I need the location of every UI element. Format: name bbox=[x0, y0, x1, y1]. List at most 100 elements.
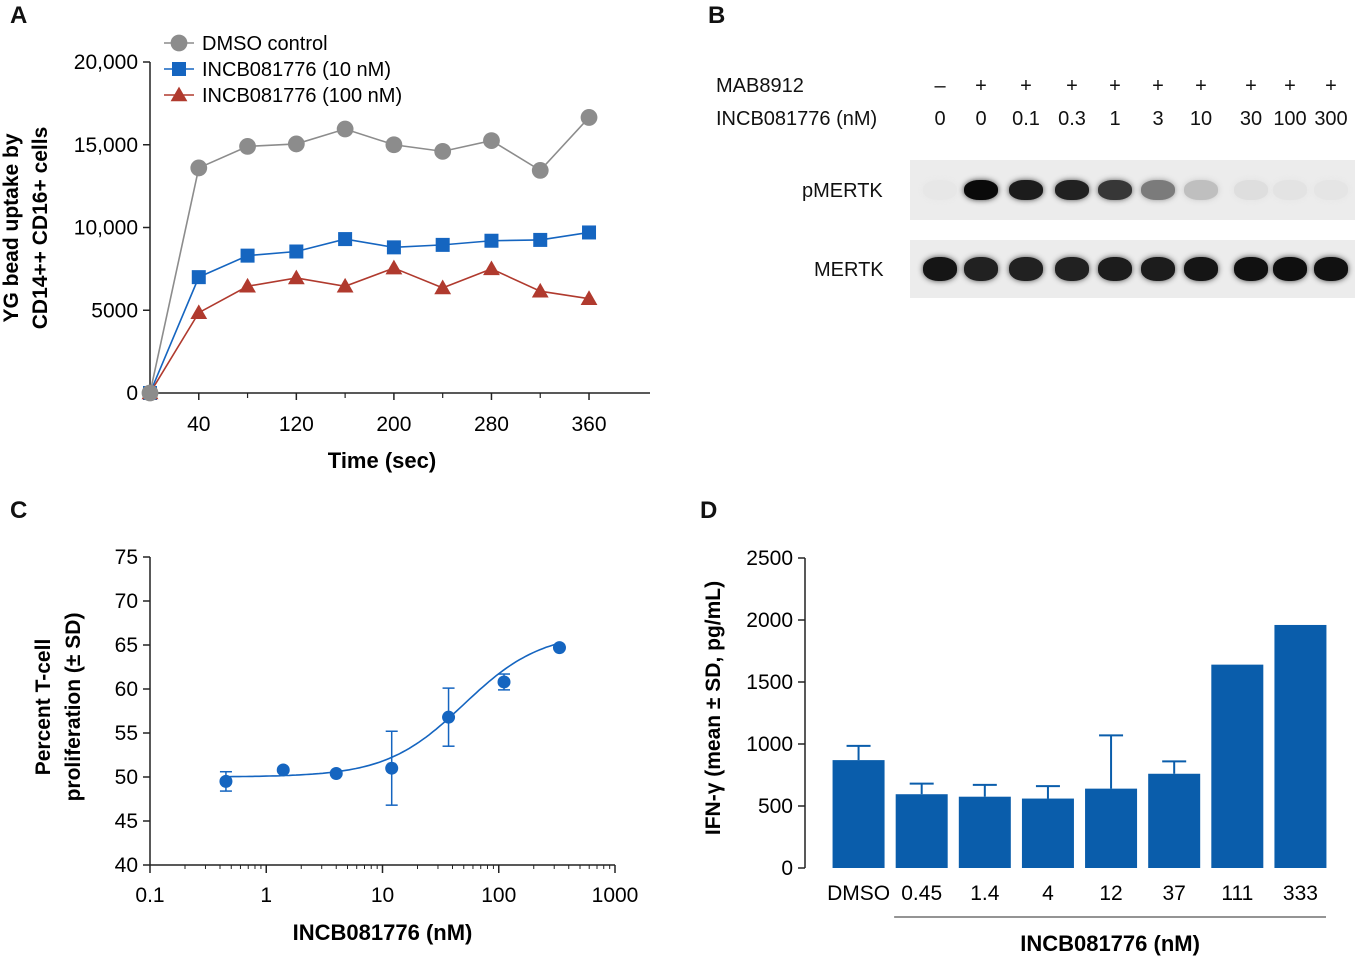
panel-a-line-chart: 0 5000 10,000 15,000 20,000 40 120 200 280 360 Tim… bbox=[0, 33, 650, 473]
data-point-2 bbox=[531, 282, 549, 298]
data-point-2 bbox=[580, 290, 598, 305]
mab8912-sign: + bbox=[1325, 75, 1337, 97]
mab8912-sign: + bbox=[1284, 75, 1296, 97]
y-tick-label: 70 bbox=[115, 590, 138, 613]
y-tick-label: 2500 bbox=[746, 547, 793, 570]
concentration-value: 3 bbox=[1152, 108, 1164, 130]
data-point bbox=[329, 766, 343, 780]
pmertk-band bbox=[1314, 180, 1348, 200]
x-tick-label: DMSO bbox=[827, 882, 890, 905]
y-tick-label: 500 bbox=[758, 795, 793, 818]
data-point bbox=[276, 763, 290, 777]
mab8912-sign: + bbox=[1020, 75, 1032, 97]
concentration-value: 0.3 bbox=[1058, 108, 1086, 130]
y-tick-label: 5000 bbox=[91, 299, 138, 322]
legend-marker bbox=[172, 62, 186, 76]
y-tick-label: 75 bbox=[115, 546, 138, 569]
data-point-0 bbox=[239, 138, 256, 155]
mab8912-sign: + bbox=[1245, 75, 1257, 97]
concentration-value: 0 bbox=[934, 108, 946, 130]
x-tick-label: 280 bbox=[474, 413, 509, 436]
pmertk-band bbox=[1273, 180, 1307, 200]
concentration-value: 0.1 bbox=[1012, 108, 1040, 130]
data-point-1 bbox=[582, 225, 597, 240]
y-axis-title-line2: CD14++ CD16+ cells bbox=[29, 127, 52, 330]
panel-b-letter: B bbox=[708, 2, 726, 29]
x-tick-label: 1000 bbox=[592, 884, 639, 907]
legend-label: INCB081776 (10 nM) bbox=[202, 59, 391, 81]
data-point-1 bbox=[338, 232, 353, 247]
x-tick-label: 4 bbox=[1042, 882, 1054, 905]
data-point-1 bbox=[533, 232, 548, 247]
mertk-band bbox=[1055, 257, 1089, 281]
x-tick-label: 10 bbox=[371, 884, 394, 907]
y-tick-label: 1000 bbox=[746, 733, 793, 756]
bar bbox=[1085, 788, 1138, 868]
data-point-0 bbox=[385, 136, 403, 154]
data-point-1 bbox=[435, 237, 450, 252]
mab8912-sign: + bbox=[1109, 75, 1121, 97]
pmertk-band bbox=[1055, 180, 1089, 200]
data-point-2 bbox=[385, 259, 403, 275]
x-axis-title: INCB081776 (nM) bbox=[1020, 931, 1200, 956]
fit-curve bbox=[225, 642, 560, 778]
concentration-value: 10 bbox=[1189, 108, 1213, 130]
mab8912-sign: + bbox=[1152, 75, 1164, 97]
x-tick-label: 0.45 bbox=[901, 882, 942, 905]
pmertk-label: pMERTK bbox=[802, 180, 883, 202]
y-tick-label: 40 bbox=[115, 854, 138, 877]
data-point-0 bbox=[141, 384, 159, 402]
data-point-0 bbox=[287, 135, 305, 153]
incb-concentration-row-label: INCB081776 (nM) bbox=[716, 108, 878, 130]
data-point-2 bbox=[483, 260, 500, 276]
panel-d-letter: D bbox=[700, 497, 718, 524]
data-point-1 bbox=[191, 270, 206, 285]
mertk-band bbox=[1184, 257, 1218, 281]
data-point-0 bbox=[434, 142, 452, 160]
legend-marker bbox=[170, 34, 188, 52]
legend-marker bbox=[170, 86, 188, 102]
y-tick-label: 20,000 bbox=[74, 51, 138, 74]
y-tick-label: 65 bbox=[115, 634, 138, 657]
data-point-1 bbox=[240, 248, 255, 263]
data-point-2 bbox=[190, 304, 208, 320]
x-tick-label: 37 bbox=[1163, 882, 1186, 905]
pmertk-band bbox=[1009, 180, 1043, 200]
series-line-0 bbox=[149, 116, 590, 394]
data-point-0 bbox=[483, 132, 500, 150]
mertk-band bbox=[964, 257, 998, 281]
x-tick-label: 360 bbox=[572, 413, 607, 436]
pmertk-band bbox=[923, 180, 957, 200]
pmertk-band bbox=[1184, 180, 1218, 200]
bar bbox=[1148, 773, 1201, 868]
data-point bbox=[385, 761, 399, 775]
x-axis-title: Time (sec) bbox=[328, 448, 436, 473]
mertk-band bbox=[1098, 257, 1132, 281]
mertk-band bbox=[1314, 257, 1348, 281]
bar bbox=[958, 796, 1011, 868]
x-axis-title: INCB081776 (nM) bbox=[293, 920, 473, 945]
panel-a-letter: A bbox=[10, 2, 28, 29]
series-line-2 bbox=[149, 267, 590, 394]
concentration-value: 300 bbox=[1314, 108, 1348, 130]
data-point-0 bbox=[531, 162, 549, 179]
mab8912-sign: + bbox=[975, 75, 987, 97]
bar bbox=[1274, 624, 1327, 868]
data-point bbox=[442, 710, 456, 724]
x-tick-label: 1.4 bbox=[970, 882, 1000, 905]
y-tick-label: 10,000 bbox=[74, 217, 138, 240]
y-axis-title-line1: Percent T-cell bbox=[32, 639, 55, 776]
data-point-0 bbox=[336, 120, 354, 138]
legend-label: DMSO control bbox=[202, 33, 328, 55]
data-point-2 bbox=[434, 279, 452, 295]
concentration-value: 30 bbox=[1239, 108, 1263, 130]
y-tick-label: 50 bbox=[115, 766, 138, 789]
series-line-1 bbox=[149, 231, 590, 394]
mertk-band bbox=[1141, 257, 1175, 281]
pmertk-band bbox=[964, 180, 998, 200]
mertk-blot bbox=[910, 240, 1355, 298]
data-point-2 bbox=[239, 277, 256, 293]
mertk-band bbox=[923, 257, 957, 281]
data-point-1 bbox=[484, 233, 499, 248]
y-tick-label: 0 bbox=[781, 857, 793, 880]
